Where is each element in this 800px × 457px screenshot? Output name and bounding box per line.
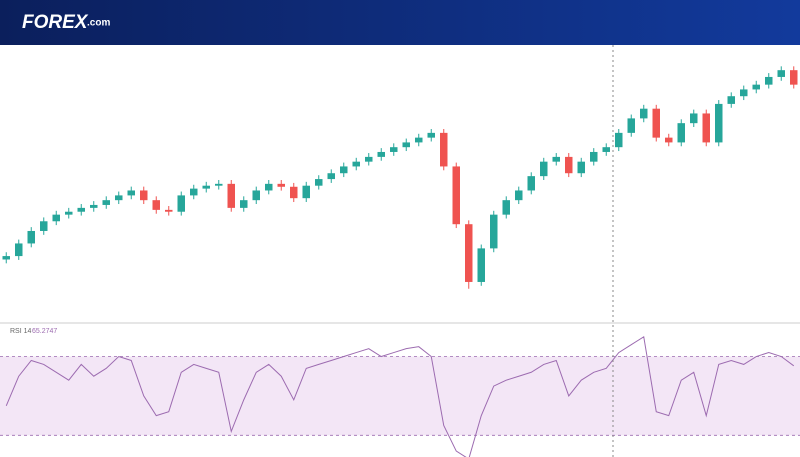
candle-body bbox=[515, 190, 523, 201]
candle-body bbox=[552, 156, 560, 162]
candle-body bbox=[177, 195, 185, 212]
candle-body bbox=[240, 200, 248, 208]
candle-body bbox=[465, 224, 473, 282]
candle-body bbox=[540, 161, 548, 177]
candle-body bbox=[565, 156, 573, 174]
header-bar bbox=[0, 0, 800, 45]
candle-body bbox=[402, 142, 410, 148]
candle-body bbox=[715, 103, 723, 143]
candle-body bbox=[277, 183, 285, 187]
candle-body bbox=[215, 183, 223, 186]
candle-body bbox=[602, 147, 610, 152]
candle-body bbox=[427, 132, 435, 138]
candle-body bbox=[490, 214, 498, 249]
candle-body bbox=[377, 151, 385, 157]
candle-body bbox=[690, 113, 698, 124]
logo-suffix: .com bbox=[87, 18, 110, 29]
candle-body bbox=[327, 173, 335, 180]
candle-body bbox=[440, 132, 448, 167]
candle-body bbox=[115, 195, 123, 201]
candle-body bbox=[2, 256, 10, 260]
rsi-title: RSI 14 bbox=[10, 328, 32, 335]
candle-body bbox=[365, 156, 373, 162]
candle-body bbox=[652, 108, 660, 138]
candle-body bbox=[702, 113, 710, 143]
candle-body bbox=[352, 161, 360, 167]
candle-body bbox=[477, 248, 485, 282]
candle-body bbox=[90, 204, 98, 208]
candle-body bbox=[102, 200, 110, 205]
candle-body bbox=[740, 89, 748, 97]
candle-body bbox=[127, 190, 135, 196]
candle-body bbox=[340, 166, 348, 174]
rsi-value: 65.2747 bbox=[32, 328, 57, 335]
rsi-line bbox=[5, 335, 795, 457]
candle-body bbox=[765, 76, 773, 85]
candle-body bbox=[190, 188, 198, 196]
logo: FOREX bbox=[22, 12, 89, 33]
candle-body bbox=[202, 185, 210, 189]
candle-body bbox=[590, 151, 598, 162]
candle-body bbox=[77, 207, 85, 212]
candle-body bbox=[265, 183, 273, 191]
candle-body bbox=[752, 84, 760, 90]
candle-body bbox=[315, 179, 323, 186]
candle-body bbox=[527, 176, 535, 191]
candle-body bbox=[227, 183, 235, 208]
candle-body bbox=[252, 190, 260, 201]
candle-body bbox=[15, 243, 23, 257]
candle-body bbox=[415, 137, 423, 143]
candle-body bbox=[627, 118, 635, 133]
candle-body bbox=[40, 221, 48, 231]
candle-body bbox=[452, 166, 460, 225]
candle-body bbox=[52, 214, 60, 222]
candle-body bbox=[390, 147, 398, 152]
candle-body bbox=[665, 137, 673, 143]
candle-body bbox=[777, 70, 785, 77]
candle-body bbox=[27, 230, 35, 244]
candle-body bbox=[65, 211, 73, 215]
candle-body bbox=[790, 70, 798, 85]
candle-body bbox=[140, 190, 148, 201]
candle-body bbox=[290, 186, 298, 199]
candle-body bbox=[677, 123, 685, 143]
candle-body bbox=[640, 108, 648, 119]
candle-body bbox=[615, 132, 623, 148]
rsi-band bbox=[0, 356, 800, 436]
candle-body bbox=[152, 200, 160, 210]
candle-body bbox=[577, 161, 585, 174]
candle-body bbox=[302, 185, 310, 199]
candle-body bbox=[727, 96, 735, 104]
candle-body bbox=[165, 209, 173, 212]
candle-body bbox=[502, 200, 510, 215]
